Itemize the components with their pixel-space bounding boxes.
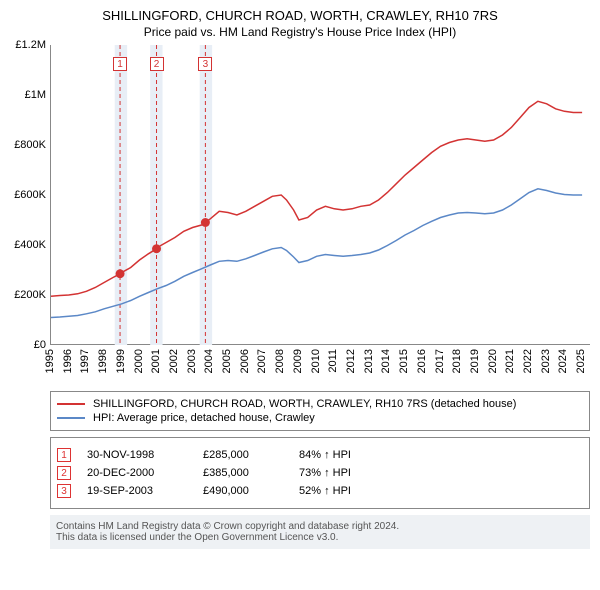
series-lines <box>51 45 591 345</box>
legend-box: SHILLINGFORD, CHURCH ROAD, WORTH, CRAWLE… <box>50 391 590 431</box>
event-pct: 73% ↑ HPI <box>299 467 399 479</box>
event-dot <box>152 244 161 253</box>
x-tick-label: 2010 <box>310 349 322 373</box>
event-number-box: 3 <box>57 484 71 498</box>
x-tick-label: 2004 <box>203 349 215 373</box>
x-tick-label: 1997 <box>79 349 91 373</box>
legend-row: HPI: Average price, detached house, Craw… <box>57 412 583 424</box>
event-number-box: 2 <box>57 466 71 480</box>
x-tick-label: 2011 <box>327 349 339 373</box>
y-tick-label: £600K <box>14 189 46 201</box>
series-line-hpi <box>51 189 582 318</box>
x-tick-label: 2001 <box>150 349 162 373</box>
x-tick-label: 1998 <box>97 349 109 373</box>
y-tick-label: £1M <box>25 89 46 101</box>
x-tick-label: 2017 <box>434 349 446 373</box>
x-tick-label: 2019 <box>469 349 481 373</box>
attribution-line1: Contains HM Land Registry data © Crown c… <box>56 521 584 532</box>
x-tick-label: 2006 <box>239 349 251 373</box>
attribution-box: Contains HM Land Registry data © Crown c… <box>50 515 590 549</box>
x-tick-label: 2000 <box>133 349 145 373</box>
events-box: 1 30-NOV-1998 £285,000 84% ↑ HPI 2 20-DEC-200… <box>50 437 590 509</box>
x-tick-label: 2021 <box>504 349 516 373</box>
legend-label: SHILLINGFORD, CHURCH ROAD, WORTH, CRAWLE… <box>93 398 516 410</box>
event-marker-box: 3 <box>198 57 212 71</box>
x-tick-label: 2025 <box>575 349 587 373</box>
legend-swatch <box>57 403 85 405</box>
x-tick-label: 2003 <box>186 349 198 373</box>
x-tick-label: 2015 <box>398 349 410 373</box>
plot-area: 1 2 3 <box>50 45 590 345</box>
legend-label: HPI: Average price, detached house, Craw… <box>93 412 315 424</box>
x-tick-label: 2024 <box>557 349 569 373</box>
x-tick-label: 1995 <box>44 349 56 373</box>
x-tick-label: 2008 <box>274 349 286 373</box>
series-line-property <box>51 101 582 296</box>
y-tick-label: £1.2M <box>15 39 46 51</box>
x-tick-label: 2005 <box>221 349 233 373</box>
x-tick-label: 2002 <box>168 349 180 373</box>
event-date: 30-NOV-1998 <box>87 449 187 461</box>
event-marker-box: 1 <box>113 57 127 71</box>
event-marker-box: 2 <box>150 57 164 71</box>
x-tick-label: 2012 <box>345 349 357 373</box>
x-tick-label: 2018 <box>451 349 463 373</box>
x-tick-label: 2009 <box>292 349 304 373</box>
x-tick-label: 1996 <box>62 349 74 373</box>
event-dot <box>116 269 125 278</box>
event-number-box: 1 <box>57 448 71 462</box>
event-price: £490,000 <box>203 485 283 497</box>
y-tick-label: £200K <box>14 289 46 301</box>
event-price: £385,000 <box>203 467 283 479</box>
x-tick-label: 2013 <box>363 349 375 373</box>
x-tick-label: 2023 <box>540 349 552 373</box>
x-tick-label: 2007 <box>256 349 268 373</box>
event-row: 1 30-NOV-1998 £285,000 84% ↑ HPI <box>57 448 583 462</box>
event-pct: 84% ↑ HPI <box>299 449 399 461</box>
event-dot <box>201 218 210 227</box>
event-row: 2 20-DEC-2000 £385,000 73% ↑ HPI <box>57 466 583 480</box>
event-price: £285,000 <box>203 449 283 461</box>
y-axis-labels: £0£200K£400K£600K£800K£1M£1.2M <box>6 45 48 345</box>
legend-swatch <box>57 417 85 419</box>
event-pct: 52% ↑ HPI <box>299 485 399 497</box>
attribution-line2: This data is licensed under the Open Gov… <box>56 532 584 543</box>
y-tick-label: £800K <box>14 139 46 151</box>
chart-container: SHILLINGFORD, CHURCH ROAD, WORTH, CRAWLE… <box>0 0 600 555</box>
x-tick-label: 1999 <box>115 349 127 373</box>
event-row: 3 19-SEP-2003 £490,000 52% ↑ HPI <box>57 484 583 498</box>
event-date: 20-DEC-2000 <box>87 467 187 479</box>
x-tick-label: 2014 <box>380 349 392 373</box>
x-tick-label: 2016 <box>416 349 428 373</box>
x-tick-label: 2022 <box>522 349 534 373</box>
chart-subtitle: Price paid vs. HM Land Registry's House … <box>6 25 594 39</box>
chart-title: SHILLINGFORD, CHURCH ROAD, WORTH, CRAWLE… <box>6 8 594 23</box>
legend-row: SHILLINGFORD, CHURCH ROAD, WORTH, CRAWLE… <box>57 398 583 410</box>
chart-area: £0£200K£400K£600K£800K£1M£1.2M 123 19951… <box>6 45 594 385</box>
event-date: 19-SEP-2003 <box>87 485 187 497</box>
x-axis-labels: 1995199619971998199920002001200220032004… <box>50 347 590 383</box>
x-tick-label: 2020 <box>487 349 499 373</box>
y-tick-label: £400K <box>14 239 46 251</box>
